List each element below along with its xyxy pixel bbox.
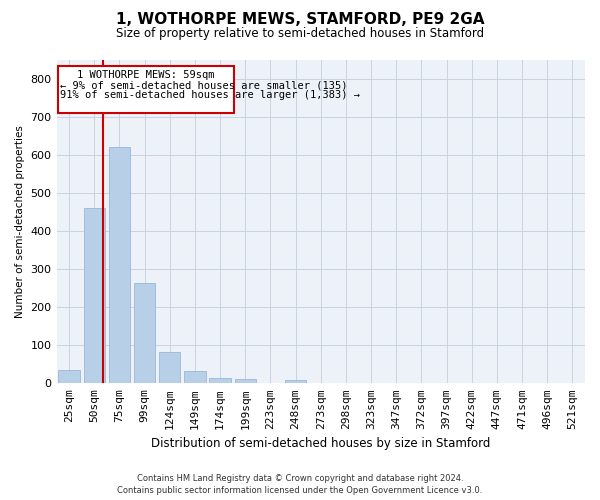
Bar <box>58 370 80 384</box>
FancyBboxPatch shape <box>58 66 234 114</box>
Text: 1, WOTHORPE MEWS, STAMFORD, PE9 2GA: 1, WOTHORPE MEWS, STAMFORD, PE9 2GA <box>116 12 484 28</box>
Bar <box>134 282 155 384</box>
Bar <box>285 380 307 384</box>
Bar <box>184 371 206 384</box>
Bar <box>83 208 105 384</box>
Y-axis label: Number of semi-detached properties: Number of semi-detached properties <box>15 125 25 318</box>
Text: Size of property relative to semi-detached houses in Stamford: Size of property relative to semi-detach… <box>116 28 484 40</box>
Bar <box>235 378 256 384</box>
Bar <box>159 352 181 384</box>
Text: Contains HM Land Registry data © Crown copyright and database right 2024.
Contai: Contains HM Land Registry data © Crown c… <box>118 474 482 495</box>
Text: 91% of semi-detached houses are larger (1,383) →: 91% of semi-detached houses are larger (… <box>61 90 361 101</box>
Bar <box>209 378 231 384</box>
X-axis label: Distribution of semi-detached houses by size in Stamford: Distribution of semi-detached houses by … <box>151 437 490 450</box>
Bar <box>109 148 130 384</box>
Text: 1 WOTHORPE MEWS: 59sqm: 1 WOTHORPE MEWS: 59sqm <box>77 70 215 80</box>
Text: ← 9% of semi-detached houses are smaller (135): ← 9% of semi-detached houses are smaller… <box>61 80 348 90</box>
